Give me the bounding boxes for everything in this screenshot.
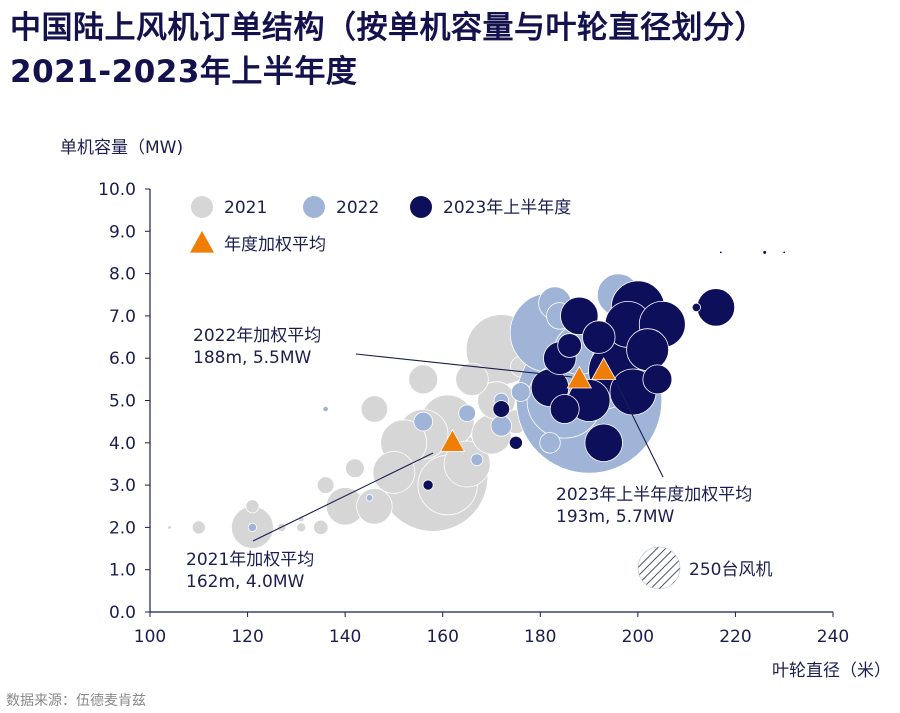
series-2023 [422,250,786,491]
legend-marker-2021 [191,196,213,218]
bubble-2022 [365,494,374,502]
bubble-2023 [508,435,523,450]
y-tick-label: 1.0 [109,561,136,581]
bubble-2021 [345,458,365,479]
legend-marker-2022 [303,196,325,218]
source-note: 数据来源：伍德麦肯兹 [6,693,146,709]
size-legend-label: 250台风机 [689,560,772,580]
bubble-2021 [408,364,439,395]
bubble-2021 [296,522,307,533]
y-tick-label: 9.0 [109,222,136,242]
bubble-2021 [313,519,329,536]
bubble-2023 [557,333,582,358]
axes: 100 120 140 160 180 200 220 240 0.0 1.0 2.0 3.0 4.0 5… [98,180,849,647]
bubble-2022 [413,411,434,432]
annotation-value-2021: 162m, 4.0MW [186,572,305,592]
bubble-2022 [247,522,257,533]
size-legend: 250台风机 [637,546,772,590]
title-line-2: 2021-2023年上半年度 [10,54,358,90]
bubble-2021 [360,395,389,423]
y-tick-label: 6.0 [109,349,136,369]
bubble-2023 [582,320,616,354]
y-axis-label: 单机容量（MW) [60,138,183,158]
y-tick-label: 2.0 [109,518,136,538]
title-line-1: 中国陆上风机订单结构（按单机容量与叶轮直径划分） [10,10,766,46]
annotation-title-2023: 2023年上半年度加权平均 [556,485,752,505]
bubble-2022 [322,405,329,413]
bubble-2022 [510,382,531,402]
y-tick-label: 3.0 [109,476,136,496]
legend-label-2021: 2021 [224,198,267,218]
x-tick-label: 200 [622,627,654,647]
y-tick-label: 10.0 [98,180,136,200]
bubble-2023 [584,423,623,462]
weighted-average-2022 [566,365,592,389]
legend-label-2023: 2023年上半年度 [443,198,571,218]
y-tick-label: 0.0 [109,603,136,623]
bubble-2023 [642,364,673,395]
weighted-average-2023 [591,357,617,380]
bubble-2021 [356,488,393,525]
annotation-leader-2022 [355,353,573,378]
bubble-2022 [539,432,561,454]
bubble-2023 [626,328,669,372]
x-axis-label: 叶轮直径（米） [772,661,891,681]
bubble-2023 [492,400,511,418]
x-tick-label: 240 [817,627,849,647]
y-tick-label: 4.0 [109,434,136,454]
annotation-leader-2021 [252,452,434,542]
annotation-title-2021: 2021年加权平均 [186,550,314,570]
bubble-2023 [691,302,702,312]
weighted-average-layer [439,357,617,452]
bubble-2021 [167,525,172,530]
weighted-average-2021 [439,429,466,452]
legend-marker-average [190,231,214,253]
legend-label-2022: 2022 [336,198,379,218]
x-tick-label: 140 [329,627,361,647]
bubble-2021 [245,499,260,514]
bubble-2021 [191,520,206,535]
legend-label-avg: 年度加权平均 [224,235,326,255]
bubble-2022 [458,404,476,423]
bubble-2023 [549,394,580,424]
annotation-leader-2023 [616,383,664,478]
bubble-2021 [443,440,491,488]
bubble-2023 [422,479,434,491]
bubble-2023 [782,250,786,255]
bubble-2023 [696,288,736,327]
annotation-value-2023: 193m, 5.7MW [556,507,675,527]
y-tick-label: 7.0 [109,307,136,327]
bubble-2023 [719,250,723,255]
size-legend-bubble [637,546,681,590]
bubble-2023 [762,250,767,255]
x-tick-label: 100 [134,627,166,647]
y-tick-label: 5.0 [109,392,136,412]
bubble-2022 [470,453,484,467]
chart-title: 中国陆上风机订单结构（按单机容量与叶轮直径划分） 2021-2023年上半年度 [10,6,890,94]
x-tick-label: 160 [426,627,458,647]
bubble-2021 [316,476,335,494]
x-tick-label: 120 [231,627,263,647]
x-tick-label: 180 [524,627,556,647]
legend-marker-2023 [410,196,432,218]
annotation-title-2022: 2022年加权平均 [193,326,321,346]
bubble-2021 [455,362,489,397]
y-tick-label: 8.0 [109,265,136,285]
bubble-2022 [490,415,513,437]
x-tick-label: 220 [719,627,751,647]
annotation-value-2022: 188m, 5.5MW [193,348,312,368]
